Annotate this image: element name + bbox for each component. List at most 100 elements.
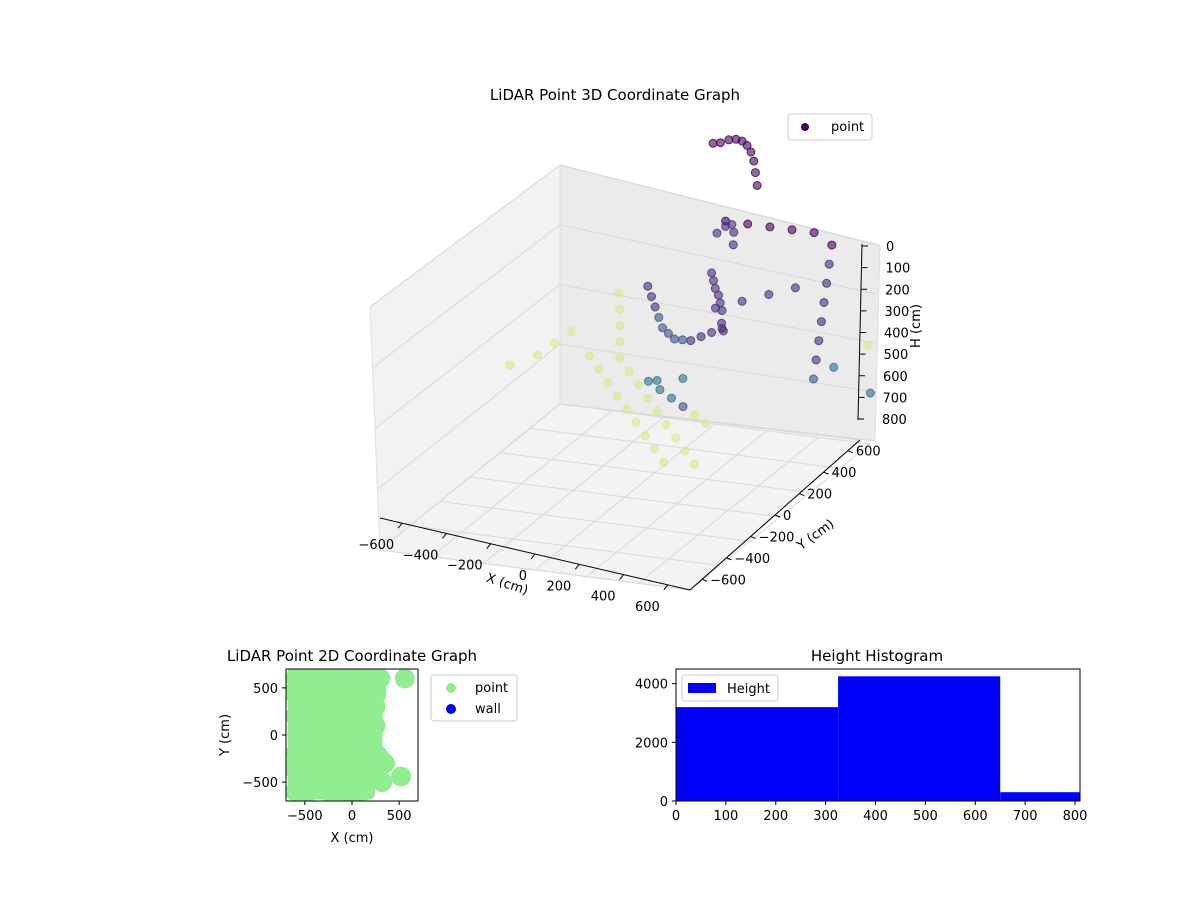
point-3d — [816, 317, 826, 327]
point-3d — [678, 335, 687, 345]
histogram-x-tick-label: 800 — [1063, 809, 1088, 824]
point-3d — [615, 304, 625, 314]
y-tick-mark-3d — [799, 493, 805, 497]
y-ticks-2d: 500 0 −500 — [242, 682, 286, 791]
legend-histogram-frame — [681, 674, 779, 702]
z-tick-label-3d: 400 — [884, 327, 909, 342]
point-3d — [594, 364, 604, 374]
point-3d — [829, 362, 839, 372]
chart-2d: LiDAR Point 2D Coordinate Graph −500 0 500… — [218, 647, 518, 846]
histogram-bar — [676, 707, 839, 801]
histogram-y-tick-label: 4000 — [635, 678, 668, 693]
histogram-x-tick-label: 500 — [913, 809, 938, 824]
point-3d — [678, 374, 688, 383]
chart-3d: LiDAR Point 3D Coordinate Graph −600 −400… — [358, 86, 924, 615]
y-tick-label-2d: 0 — [270, 729, 278, 744]
point-3d — [671, 433, 681, 443]
z-tick-label-3d: 800 — [882, 413, 907, 428]
point-3d — [622, 404, 632, 414]
point-3d — [749, 156, 759, 166]
y-tick-label-3d: 600 — [856, 445, 881, 460]
point-2d — [374, 678, 387, 691]
point-3d — [658, 323, 667, 333]
point-3d — [652, 376, 662, 385]
z-ticks-3d: 0 100 200 300 400 500 600 700 800 — [858, 240, 910, 428]
legend-2d-label-point: point — [475, 681, 508, 696]
point-3d — [654, 312, 664, 322]
point-3d — [615, 353, 625, 363]
point-3d — [634, 380, 644, 390]
legend-3d-frame — [787, 113, 873, 141]
histogram-x-tick-label: 700 — [1013, 809, 1038, 824]
point-3d — [643, 393, 653, 403]
point-3d — [827, 240, 837, 250]
point-2d — [391, 766, 411, 787]
point-3d — [712, 228, 722, 238]
point-3d — [663, 328, 673, 338]
grid-line-left — [369, 164, 561, 308]
x-tick-mark-3d — [530, 553, 536, 560]
point-3d — [809, 228, 819, 238]
point-3d — [566, 326, 576, 336]
chart-histogram: Height Histogram 0 100 200 300 400 500 600 700 8… — [635, 647, 1088, 824]
z-tick-label-3d: 200 — [885, 283, 910, 298]
x-tick-label-2d: 500 — [387, 809, 412, 824]
histogram-x-tick-label: 0 — [672, 809, 680, 824]
z-tick-label-3d: 600 — [883, 370, 908, 385]
legend-3d-label: point — [831, 120, 864, 135]
y-tick-label-3d: 200 — [807, 488, 832, 503]
point-3d — [686, 336, 696, 346]
y-tick-mark-3d — [847, 450, 854, 454]
point-3d — [650, 444, 659, 454]
x-tick-mark-3d — [397, 522, 403, 529]
x-tick-mark-3d — [486, 543, 492, 550]
point-3d — [750, 168, 760, 178]
grid-line-back — [559, 343, 877, 393]
legend-2d-marker-point — [446, 683, 456, 693]
point-3d — [715, 138, 725, 148]
y-tick-mark-3d — [726, 557, 732, 561]
x-tick-label-3d: −600 — [358, 538, 394, 553]
legend-histogram-label: Height — [727, 682, 770, 697]
y-tick-label-3d: 0 — [783, 509, 791, 524]
x-tick-mark-3d — [663, 584, 669, 591]
points-3d — [505, 134, 875, 469]
y-tick-label-2d: 500 — [253, 682, 278, 697]
y-tick-label-3d: 400 — [832, 466, 857, 481]
x-tick-label-3d: 200 — [546, 579, 571, 594]
legend-histogram-swatch — [688, 683, 716, 693]
histogram-y-tick-label: 0 — [660, 795, 668, 810]
point-3d — [615, 321, 625, 330]
z-tick-label-3d: 100 — [886, 262, 911, 277]
y-tick-mark-3d — [774, 514, 781, 518]
grid-line-left — [374, 284, 561, 429]
grid-line-floor-y — [559, 403, 871, 445]
point-2d — [363, 669, 375, 679]
z-tick-label-3d: 700 — [883, 391, 908, 406]
grid-line-back — [559, 284, 877, 344]
y-tick-mark-3d — [750, 535, 756, 539]
point-3d — [809, 374, 818, 384]
point-3d — [533, 350, 543, 360]
point-3d — [713, 290, 723, 300]
point-3d — [640, 431, 650, 441]
histogram-title: Height Histogram — [811, 647, 943, 665]
point-3d — [701, 419, 711, 428]
point-3d — [717, 318, 727, 328]
point-3d — [865, 388, 875, 398]
histogram-x-ticks: 0 100 200 300 400 500 600 700 800 — [672, 801, 1088, 824]
point-3d — [746, 147, 756, 157]
grid-3d — [369, 164, 877, 591]
histogram-frame — [675, 668, 1081, 802]
chart-3d-title: LiDAR Point 3D Coordinate Graph — [490, 86, 740, 104]
y-tick-label-3d: −400 — [734, 552, 770, 567]
point-3d — [669, 334, 679, 344]
point-3d — [707, 328, 717, 337]
point-3d — [729, 227, 739, 237]
x-tick-label-3d: 600 — [635, 600, 660, 615]
legend-3d-marker — [801, 123, 809, 131]
histogram-x-tick-label: 400 — [863, 809, 888, 824]
x-tick-label-3d: 0 — [519, 569, 527, 584]
histogram-bar — [1000, 792, 1080, 801]
x-tick-mark-3d — [442, 533, 447, 539]
